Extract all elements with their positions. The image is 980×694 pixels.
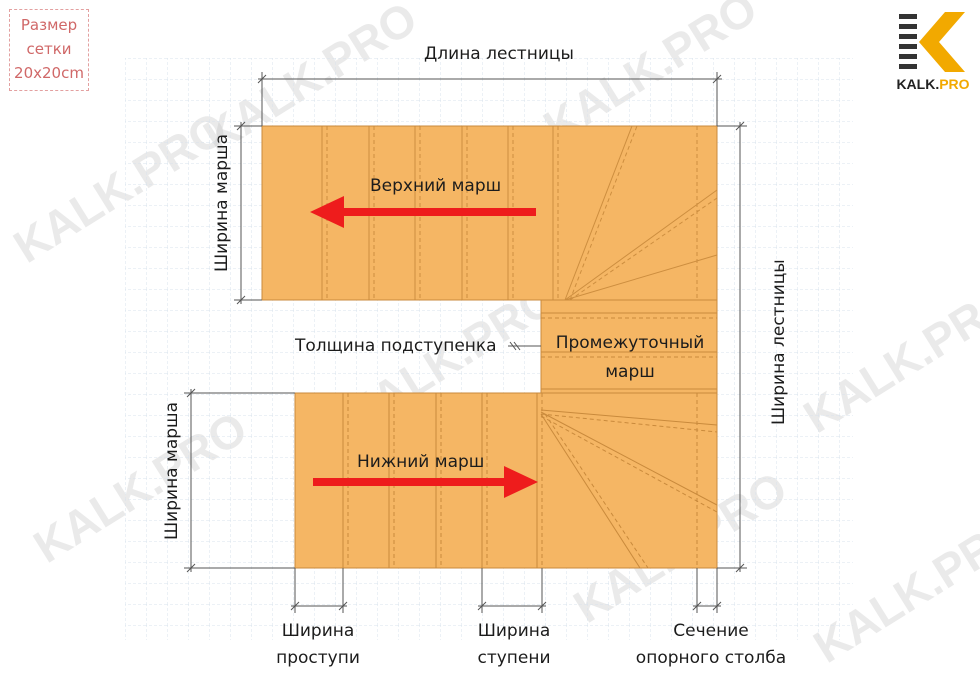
grid-note-line1: Размер	[20, 16, 78, 34]
grid-size-note: Размер сетки 20x20cm	[9, 9, 89, 91]
tread-width-label-1: Ширина	[281, 621, 355, 641]
step-width-label-1: Ширина	[477, 621, 551, 641]
grid-note-line3: 20x20cm	[14, 64, 84, 82]
tread-width-label-2: проступи	[276, 648, 360, 668]
lower-flight-width-label: Ширина марша	[162, 401, 182, 540]
logo-wordmark: KALK.PRO	[893, 76, 973, 92]
post-section-label-2: опорного столба	[635, 648, 787, 668]
dimension-lines	[184, 72, 747, 613]
upper-flight-arrow	[310, 196, 536, 228]
upper-flight-width-label: Ширина марша	[212, 133, 232, 272]
lower-flight-arrow	[313, 466, 538, 498]
grid-note-line2: сетки	[26, 40, 72, 58]
intermediate-flight-label-2: марш	[605, 362, 655, 382]
stair-length-label: Длина лестницы	[424, 44, 574, 64]
upper-flight-label: Верхний марш	[370, 176, 502, 196]
stair-width-label: Ширина лестницы	[769, 259, 789, 425]
lower-flight-label: Нижний марш	[357, 452, 485, 472]
riser-thickness-label: Толщина подступенка	[295, 336, 497, 356]
logo-name: KALK	[896, 76, 936, 92]
kalk-pro-logo	[899, 12, 965, 72]
post-section-label-1: Сечение	[673, 621, 749, 641]
intermediate-flight-label-1: Промежуточный	[555, 333, 705, 353]
logo-suffix: PRO	[939, 76, 970, 92]
step-width-label-2: ступени	[477, 648, 551, 668]
intermediate-flight	[540, 299, 718, 394]
logo-dot: .	[935, 76, 940, 92]
